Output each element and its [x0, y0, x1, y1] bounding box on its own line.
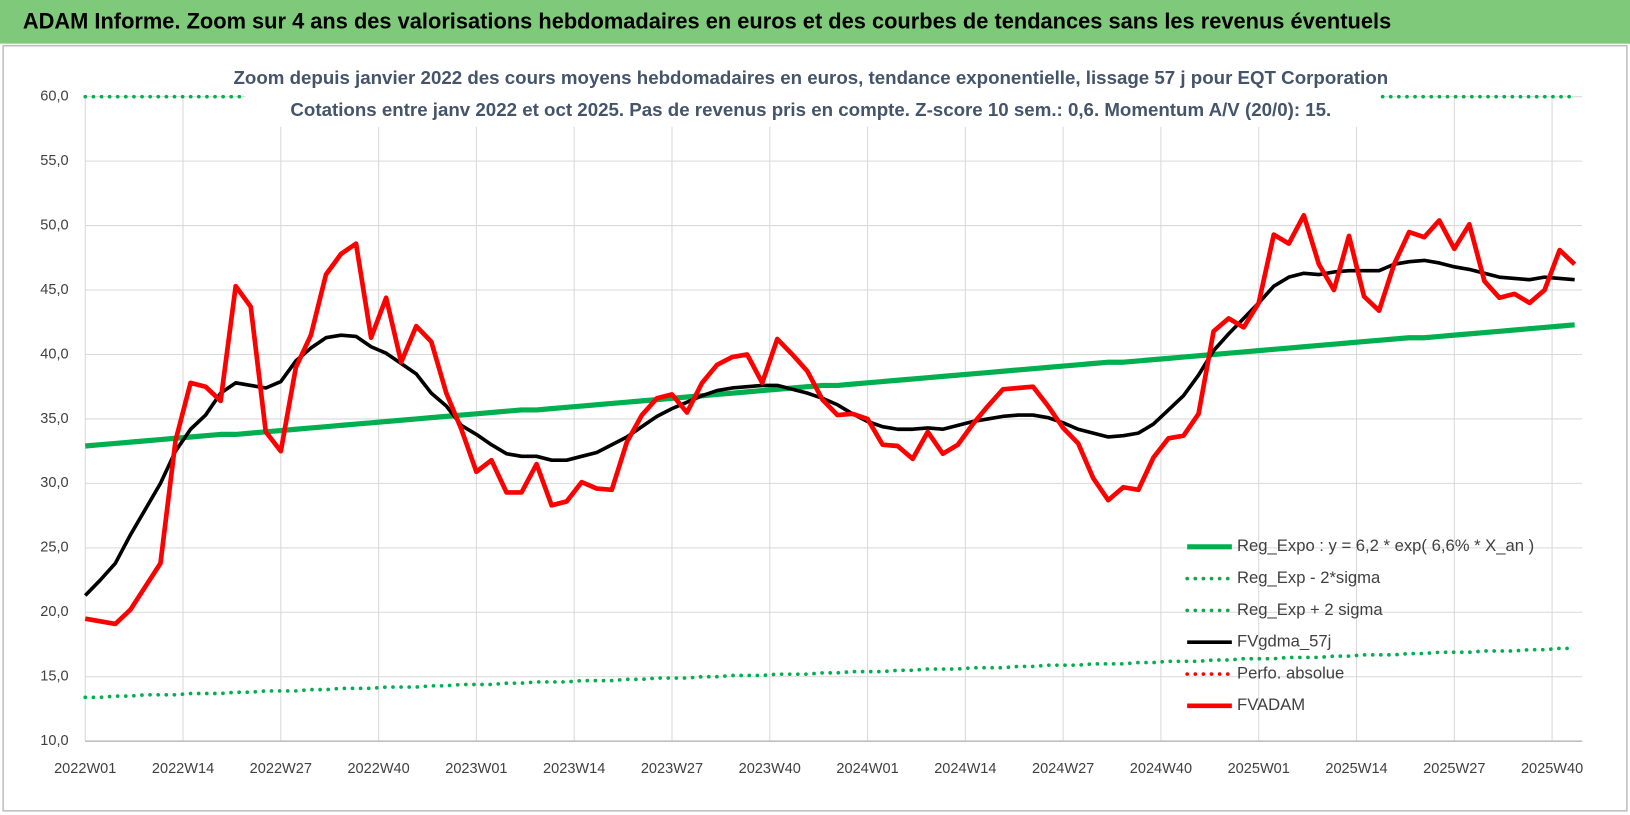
x-tick-label: 2024W14	[934, 761, 996, 777]
y-tick-label: 60,0	[40, 89, 68, 105]
x-tick-label: 2025W27	[1423, 761, 1485, 777]
x-tick-label: 2023W14	[543, 761, 605, 777]
series-line	[84, 212, 1577, 627]
legend-label: Perfo. absolue	[1237, 663, 1344, 682]
x-tick-label: 2023W40	[739, 761, 801, 777]
chart-title: Zoom depuis janvier 2022 des cours moyen…	[233, 67, 1388, 88]
y-tick-label: 45,0	[40, 282, 68, 298]
y-tick-label: 20,0	[40, 604, 68, 620]
legend-label: Reg_Expo : y = 6,2 * exp( 6,6% * X_an )	[1237, 536, 1534, 555]
y-tick-label: 55,0	[40, 153, 68, 169]
chart-subtitle: Cotations entre janv 2022 et oct 2025. P…	[290, 99, 1331, 120]
header-bar	[0, 0, 1630, 44]
x-tick-label: 2024W40	[1130, 761, 1192, 777]
grid: 10,0 15,0 20,0 25,0 30,0 35,0 40,0 45,0 50,0 55,0…	[40, 89, 1583, 778]
series-line	[83, 646, 1577, 700]
y-tick-label: 25,0	[40, 540, 68, 556]
title-backdrop	[245, 62, 1381, 127]
legend-label: FVgdma_57j	[1237, 632, 1331, 651]
legend-label: Reg_Exp + 2 sigma	[1237, 600, 1383, 619]
y-tick-label: 50,0	[40, 217, 68, 233]
legend-label: Reg_Exp - 2*sigma	[1237, 568, 1381, 587]
chart-border	[2, 44, 1628, 812]
x-tick-label: 2025W14	[1325, 761, 1387, 777]
x-tick-label: 2024W01	[836, 761, 898, 777]
x-tick-label: 2025W40	[1521, 761, 1583, 777]
x-tick-label: 2022W01	[54, 761, 116, 777]
y-tick-label: 30,0	[40, 475, 68, 491]
legend: Reg_Expo : y = 6,2 * exp( 6,6% * X_an ) R…	[1185, 536, 1534, 714]
y-tick-label: 10,0	[40, 733, 68, 749]
x-tick-label: 2023W01	[445, 761, 507, 777]
y-tick-label: 35,0	[40, 411, 68, 427]
x-tick-label: 2022W14	[152, 761, 214, 777]
y-tick-label: 15,0	[40, 669, 68, 685]
legend-label: FVADAM	[1237, 695, 1305, 714]
x-tick-label: 2022W27	[250, 761, 312, 777]
x-tick-label: 2025W01	[1228, 761, 1290, 777]
series-line	[85, 322, 1575, 449]
y-tick-label: 40,0	[40, 346, 68, 362]
x-tick-label: 2024W27	[1032, 761, 1094, 777]
x-tick-label: 2022W40	[347, 761, 409, 777]
x-tick-label: 2023W27	[641, 761, 703, 777]
header-title: ADAM Informe. Zoom sur 4 ans des valoris…	[23, 9, 1391, 34]
